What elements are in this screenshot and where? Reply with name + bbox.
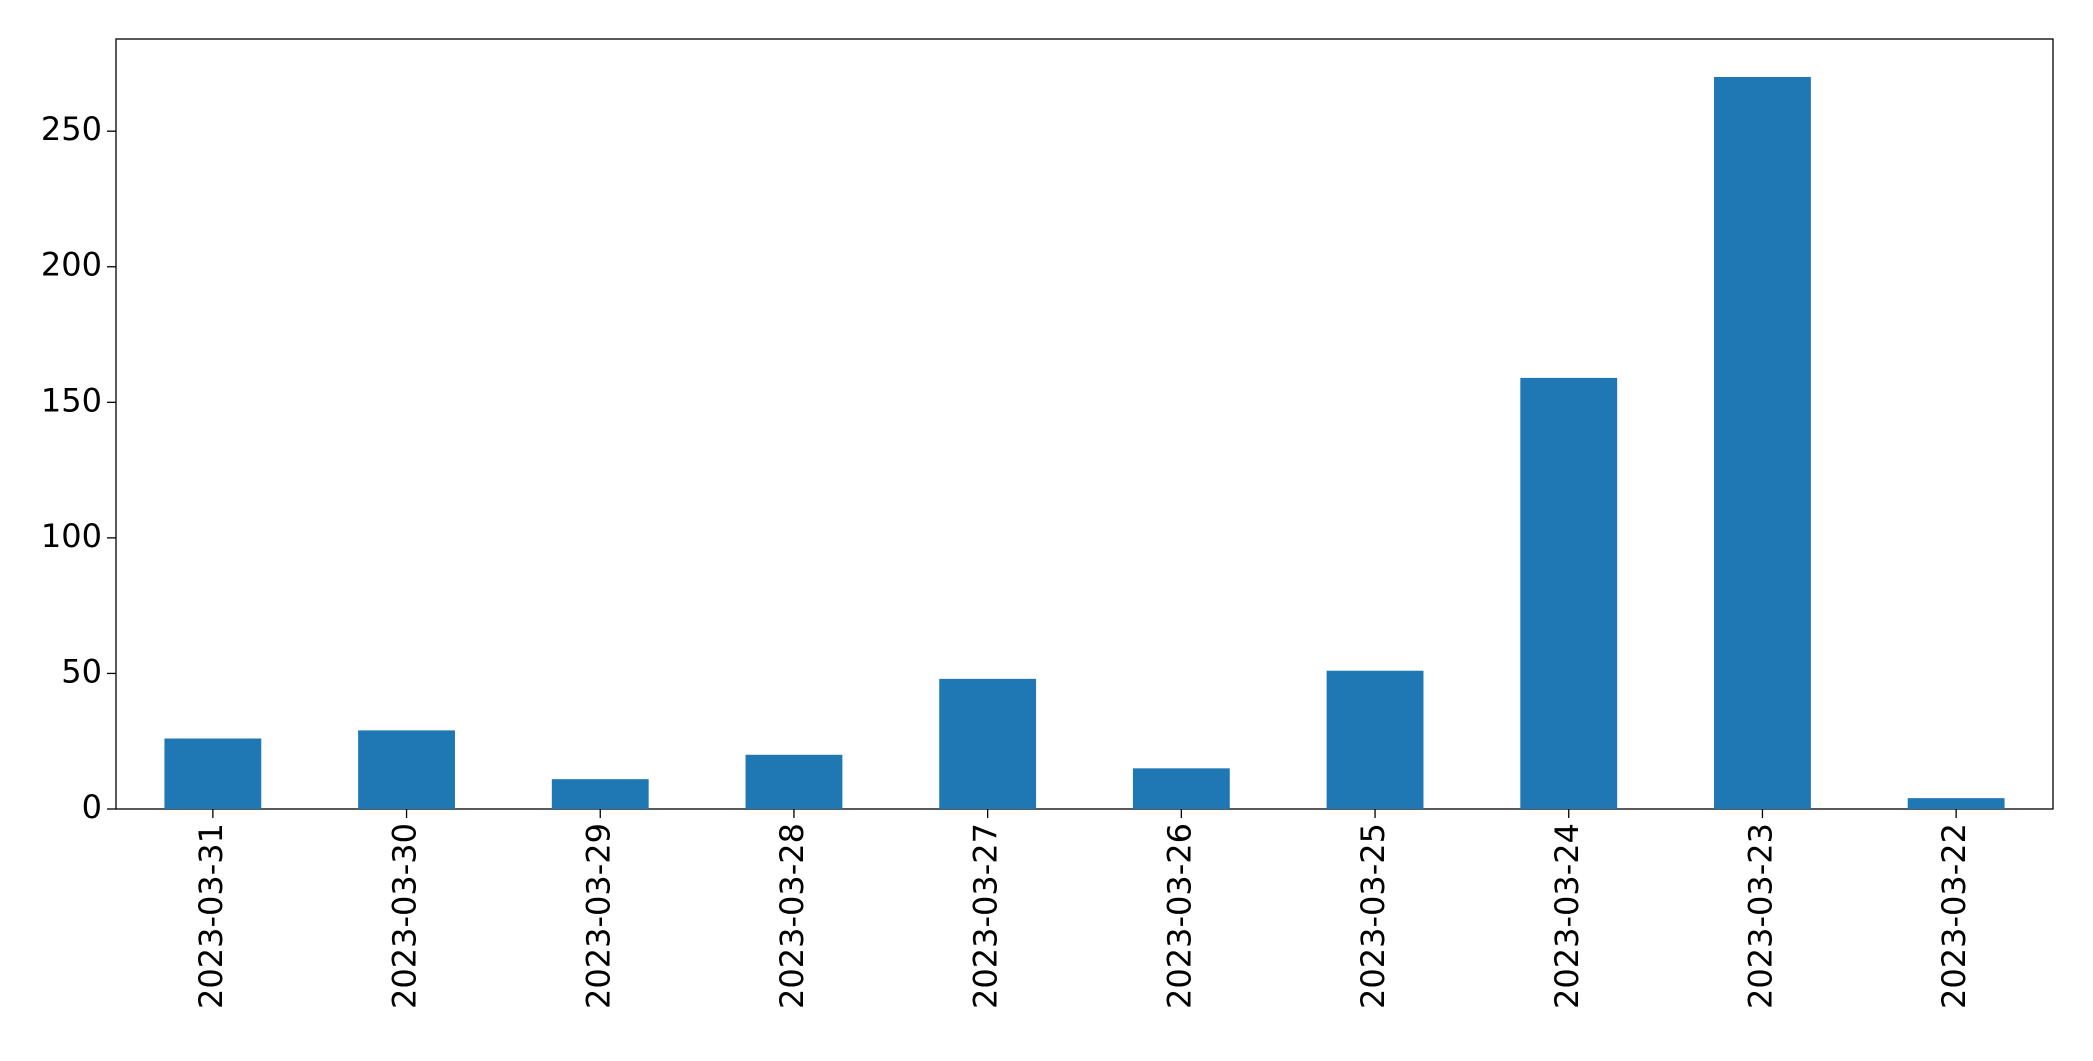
- bar: [1714, 76, 1811, 809]
- x-tick-label: 2023-03-29: [579, 823, 617, 1009]
- bar: [1520, 377, 1618, 809]
- x-tick-label: 2023-03-27: [967, 823, 1005, 1009]
- bar: [1907, 798, 2005, 809]
- bar: [1132, 768, 1230, 809]
- x-tick-label: 2023-03-24: [1548, 823, 1586, 1009]
- bar: [1326, 670, 1424, 809]
- x-tick-label: 2023-03-25: [1354, 823, 1392, 1009]
- y-tick-label: 150: [41, 381, 102, 419]
- bar: [551, 779, 649, 809]
- x-tick-label: 2023-03-22: [1935, 823, 1973, 1009]
- y-tick-label: 200: [41, 246, 102, 284]
- x-tick-label: 2023-03-23: [1741, 823, 1779, 1009]
- bar: [358, 730, 455, 809]
- x-tick-label: 2023-03-30: [386, 823, 424, 1009]
- y-tick-label: 50: [61, 652, 102, 690]
- x-tick-label: 2023-03-31: [192, 823, 230, 1009]
- y-tick-label: 0: [82, 788, 102, 826]
- x-tick-label: 2023-03-28: [773, 823, 811, 1009]
- bar: [939, 678, 1037, 809]
- bar: [164, 738, 262, 809]
- bar: [745, 754, 843, 809]
- y-tick-label: 250: [41, 110, 102, 148]
- x-tick-label: 2023-03-26: [1160, 823, 1198, 1009]
- y-tick-label: 100: [41, 517, 102, 555]
- plot-frame: [115, 38, 2054, 810]
